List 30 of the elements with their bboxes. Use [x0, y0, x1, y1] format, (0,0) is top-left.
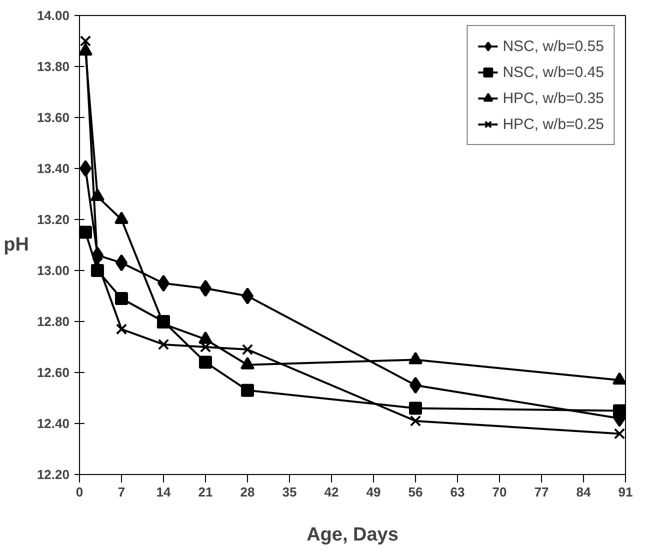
x-tick-label: 49	[366, 484, 381, 500]
y-tick-label: 13.80	[36, 59, 70, 74]
legend-label: NSC, w/b=0.45	[502, 64, 604, 80]
legend-label: HPC, w/b=0.35	[502, 90, 604, 106]
x-tick-label: 35	[282, 484, 297, 500]
y-tick-label: 14.00	[36, 8, 70, 23]
x-tick-label: 77	[534, 484, 549, 500]
x-tick-label: 14	[156, 484, 172, 500]
x-axis-title: Age, Days	[306, 524, 398, 546]
x-tick-label: 70	[492, 484, 507, 500]
x-tick-label: 42	[324, 484, 339, 500]
y-tick-label: 13.40	[36, 161, 70, 176]
legend-label: HPC, w/b=0.25	[502, 116, 604, 132]
x-tick-label: 7	[118, 484, 126, 500]
x-tick-label: 91	[618, 484, 633, 500]
x-tick-label: 0	[76, 484, 84, 500]
x-tick-label: 21	[198, 484, 213, 500]
y-tick-label: 13.60	[36, 110, 70, 125]
x-tick-label: 84	[576, 484, 592, 500]
y-tick-label: 12.80	[36, 314, 70, 329]
x-tick-label: 56	[408, 484, 423, 500]
legend-label: NSC, w/b=0.55	[502, 38, 604, 54]
x-tick-label: 28	[240, 484, 255, 500]
y-tick-label: 13.00	[36, 263, 70, 278]
y-tick-label: 12.20	[36, 467, 70, 482]
y-tick-label: 13.20	[36, 212, 70, 227]
y-tick-label: 12.60	[36, 365, 70, 380]
y-axis-title: pH	[4, 234, 29, 256]
x-tick-label: 63	[450, 484, 465, 500]
y-tick-label: 12.40	[36, 416, 70, 431]
